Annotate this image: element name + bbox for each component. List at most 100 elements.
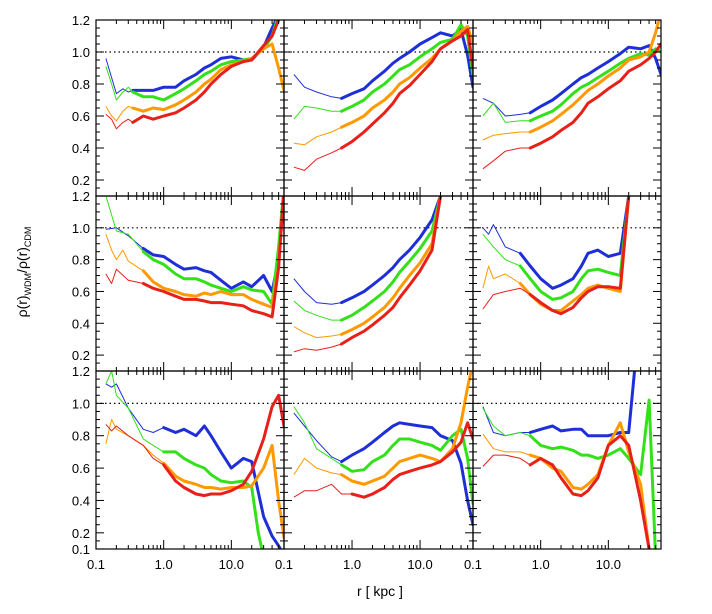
series-red-thin	[293, 483, 352, 498]
x-tick-label: 0.1	[275, 557, 293, 572]
panel-r0-c1	[283, 19, 474, 197]
x-tick-label: 10.0	[407, 557, 432, 572]
series-blue-thin	[293, 412, 342, 463]
series-blue-thin	[293, 74, 342, 99]
series-blue-thin	[482, 97, 531, 117]
series-green-thick	[162, 450, 264, 549]
panel-r0-c2	[472, 19, 662, 197]
series-orange-thick	[518, 196, 631, 312]
tick-marks	[95, 195, 284, 372]
series-orange-thick	[141, 196, 284, 309]
series-blue-thick	[340, 421, 473, 527]
series-green-thin	[482, 233, 521, 267]
y-tick-label: 0.4	[72, 316, 90, 331]
y-axis-label-main: ρ(r)	[14, 295, 30, 317]
y-tick-label: 0.1	[72, 542, 90, 557]
series-orange-thin	[482, 265, 521, 289]
series-green-thin	[482, 407, 531, 437]
panel-frame	[95, 19, 285, 197]
tick-marks	[283, 195, 473, 372]
series-orange-thin	[293, 326, 342, 339]
series-group	[293, 23, 473, 171]
series-group	[105, 196, 284, 319]
series-orange-thin	[293, 126, 342, 146]
series-red-thick	[350, 421, 473, 499]
series-red-thin	[482, 147, 531, 170]
panel-r2-c2: 0.1 1.0 10.0	[464, 370, 662, 572]
panel-r1-c2	[472, 195, 662, 372]
series-group	[293, 371, 473, 527]
series-blue-thin	[293, 278, 342, 305]
x-tick-label: 1.0	[343, 557, 361, 572]
series-blue-thick	[141, 196, 284, 293]
series-orange-thick	[528, 421, 651, 549]
series-green-thin	[293, 406, 342, 466]
x-tick-label: 1.0	[155, 557, 173, 572]
series-green-thick	[518, 196, 631, 301]
series-green-thin	[105, 66, 134, 101]
series-orange-thick	[162, 443, 284, 540]
series-orange-thin	[293, 457, 342, 476]
series-red-thick	[162, 393, 284, 498]
y-tick-label: 1.2	[72, 13, 90, 28]
series-orange-thick	[131, 42, 284, 113]
y-tick-label: 0.2	[72, 173, 90, 188]
series-red-thin	[105, 114, 134, 130]
series-green-thin	[293, 105, 342, 120]
series-orange-thin	[482, 131, 531, 141]
series-group	[105, 371, 284, 549]
x-tick-label: 0.1	[87, 557, 105, 572]
series-green-thick	[340, 23, 473, 113]
panel-r2-c0: 0.2 0.4 0.6 0.8 1.0 1.2 0.10.1 1.0 10.0	[72, 364, 285, 572]
series-orange-thin	[105, 234, 144, 272]
series-blue-thick	[162, 424, 283, 549]
series-orange-thick	[340, 371, 473, 486]
series-blue-thin	[105, 58, 133, 95]
x-tick-label: 10.0	[219, 557, 244, 572]
series-red-thick	[528, 434, 651, 549]
series-group	[482, 371, 657, 549]
y-tick-label: 1.2	[72, 189, 90, 204]
panel-r1-c0: 0.2 0.4 0.6 0.8 1.0 1.2	[72, 189, 285, 372]
tick-marks	[95, 19, 284, 197]
x-tick-label: 10.0	[596, 557, 621, 572]
panel-r0-c0: 0.2 0.4 0.6 0.8 1.0 1.2	[72, 13, 285, 197]
series-red-thin	[105, 268, 144, 284]
y-tick-label: 0.8	[72, 77, 90, 92]
series-orange-thin	[482, 433, 531, 456]
series-red-thin	[293, 343, 342, 353]
y-tick-label: 0.6	[72, 461, 90, 476]
x-tick-label: 1.0	[532, 557, 550, 572]
y-tick-label: 1.0	[72, 396, 90, 411]
y-axis-label-sub-cdm: CDM	[23, 227, 33, 248]
y-axis-label: ρ(r)WDM/ρ(r)CDM	[14, 227, 33, 318]
series-red-thin	[482, 454, 531, 467]
series-orange-thick	[340, 196, 442, 336]
series-blue-thick	[340, 196, 442, 305]
panel-r2-c1: 0.1 1.0 10.0	[275, 370, 474, 572]
series-green-thin	[105, 371, 164, 453]
series-red-thick	[340, 196, 442, 346]
series-blue-thick	[528, 44, 661, 115]
y-axis-label-sub-wdm: WDM	[23, 273, 33, 296]
y-tick-label: 0.8	[72, 429, 90, 444]
y-tick-label: 1.0	[72, 221, 90, 236]
series-red-thin	[482, 287, 531, 310]
y-axis-label-mid: /ρ(r)	[14, 247, 30, 273]
series-orange-thick	[340, 24, 473, 129]
y-tick-label: 0.4	[72, 141, 90, 156]
series-red-thin	[105, 424, 164, 466]
panels-layer: 0.20.40.60.81.01.20.20.40.60.81.01.20.20…	[72, 13, 662, 572]
axis-labels-layer: r [ kpc ] ρ(r)WDM/ρ(r)CDM	[14, 227, 403, 599]
series-green-thick	[131, 20, 279, 102]
y-tick-label: 0.8	[72, 253, 90, 268]
series-green-thick	[141, 196, 284, 306]
series-green-thin	[482, 102, 531, 123]
x-axis-label: r [ kpc ]	[357, 583, 403, 599]
series-green-thick	[528, 398, 657, 549]
y-tick-label: 0.2	[72, 526, 90, 541]
series-blue-thin	[482, 224, 521, 254]
series-blue-thick	[518, 196, 631, 290]
